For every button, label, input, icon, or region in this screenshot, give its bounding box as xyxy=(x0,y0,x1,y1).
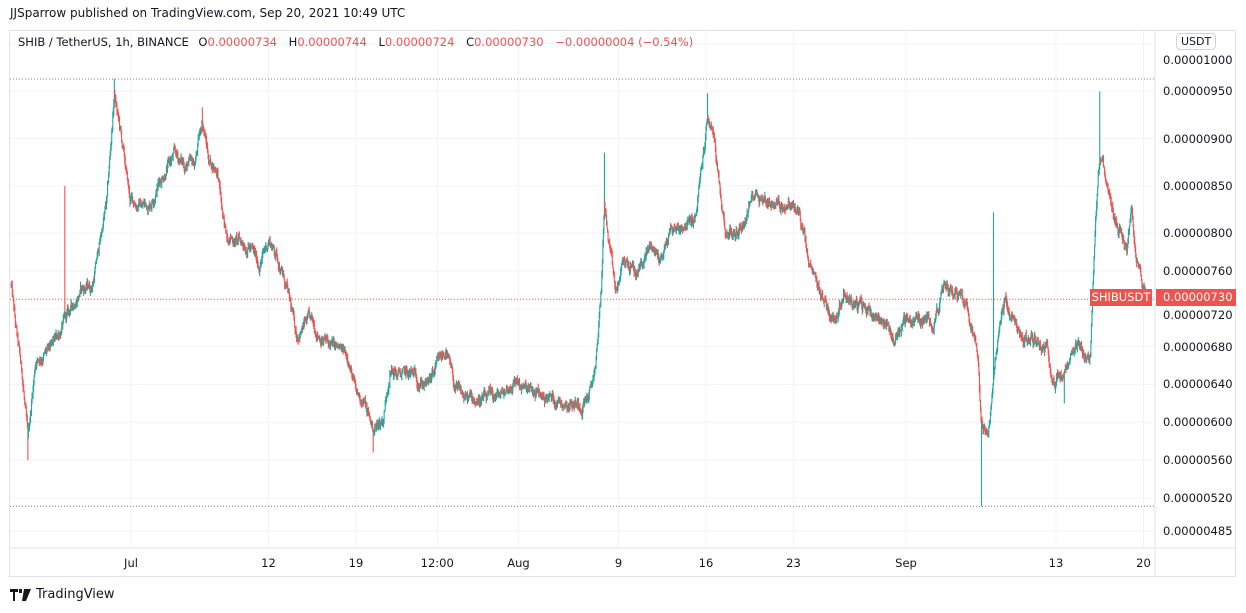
price-tick-label: 0.00001000 xyxy=(1163,53,1233,67)
time-tick-label: 16 xyxy=(698,556,714,570)
price-tick-label: 0.00000600 xyxy=(1163,415,1233,430)
time-tick-label: 20 xyxy=(1136,556,1151,570)
time-tick-label: Jul xyxy=(124,556,138,570)
price-tick-label: 0.00000720 xyxy=(1163,308,1233,322)
time-tick-label: 9 xyxy=(614,556,623,570)
time-tick-label: 23 xyxy=(786,556,801,570)
price-tick-label: 0.00000850 xyxy=(1163,178,1233,193)
change-value: −0.00000004 (−0.54%) xyxy=(555,35,694,49)
low-value: 0.00000724 xyxy=(384,35,455,49)
price-tick-label: 0.00000950 xyxy=(1163,84,1233,99)
ohlc-legend: SHIB / TetherUS, 1h, BINANCE O0.00000734… xyxy=(18,35,701,49)
price-tick-label: 0.00000640 xyxy=(1163,377,1233,392)
high-label: H xyxy=(288,35,298,49)
close-label: C xyxy=(466,35,475,49)
symbol-price-tag: SHIBUSDT xyxy=(1090,289,1152,306)
price-tick-label: 0.00000760 xyxy=(1163,263,1233,278)
low-label: L xyxy=(378,35,385,49)
tradingview-brand[interactable]: TradingView xyxy=(10,587,115,602)
last-price-tag: 0.00000730 xyxy=(1156,289,1236,306)
high-value: 0.00000744 xyxy=(297,35,367,49)
price-tick-label: 0.00000800 xyxy=(1163,226,1233,241)
symbol-title[interactable]: SHIB / TetherUS, 1h, BINANCE xyxy=(18,35,189,49)
time-tick-label: Aug xyxy=(507,556,530,570)
time-tick-label: 19 xyxy=(348,556,364,570)
time-tick-label: 12 xyxy=(261,556,276,570)
time-tick-label: 13 xyxy=(1048,556,1064,570)
price-tick-label: 0.00000520 xyxy=(1163,490,1233,505)
open-value: 0.00000734 xyxy=(207,35,277,49)
time-tick-label: Sep xyxy=(895,556,917,570)
price-tick-label: 0.00000900 xyxy=(1163,131,1233,146)
price-tick-label: 0.00000485 xyxy=(1163,523,1233,538)
grid-lines xyxy=(10,31,1155,548)
price-tick-label: 0.00000680 xyxy=(1163,339,1233,354)
time-tick-label: 12:00 xyxy=(420,556,454,570)
price-tick-label: 0.00000560 xyxy=(1163,453,1233,468)
published-by-text: JJSparrow published on TradingView.com, … xyxy=(10,6,406,20)
tradingview-logo-icon xyxy=(10,588,31,601)
open-label: O xyxy=(198,35,208,49)
currency-button[interactable]: USDT xyxy=(1176,33,1217,50)
close-value: 0.00000730 xyxy=(474,35,544,49)
brand-name: TradingView xyxy=(36,587,115,602)
range-markers xyxy=(10,78,1155,507)
candles xyxy=(10,78,1150,507)
